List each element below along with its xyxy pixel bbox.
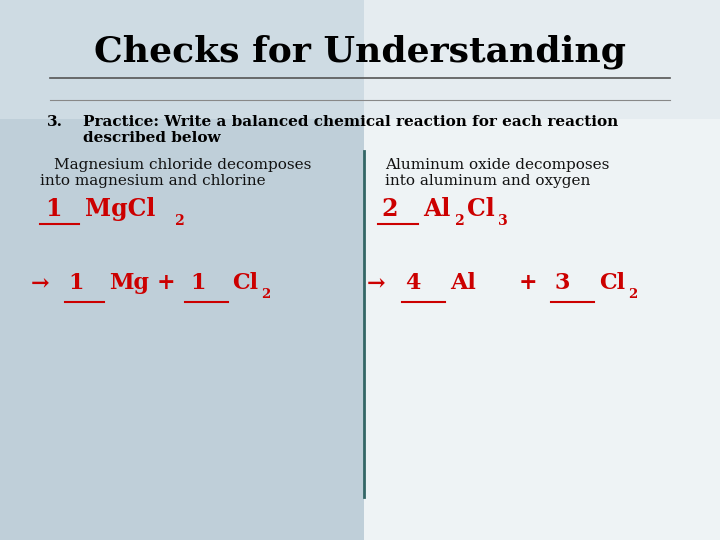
Text: 4: 4	[405, 272, 420, 294]
Text: 2: 2	[455, 214, 465, 228]
Text: Al: Al	[450, 272, 476, 294]
Bar	[0, 0, 364, 540]
Bar	[364, 0, 720, 540]
Text: 2: 2	[382, 198, 398, 221]
Text: 3.: 3.	[47, 114, 63, 129]
Text: 2: 2	[261, 288, 271, 301]
Text: +: +	[518, 272, 537, 294]
Text: +: +	[157, 272, 176, 294]
Text: Al: Al	[423, 198, 451, 221]
Text: described below: described below	[83, 131, 220, 145]
Text: into magnesium and chlorine: into magnesium and chlorine	[40, 174, 265, 188]
Text: 1: 1	[190, 272, 206, 294]
Text: 1: 1	[45, 198, 61, 221]
Text: Cl: Cl	[232, 272, 258, 294]
Text: →: →	[30, 272, 49, 294]
Text: 2: 2	[629, 288, 638, 301]
Text: Cl: Cl	[467, 198, 495, 221]
Text: →: →	[367, 272, 386, 294]
Text: 3: 3	[498, 214, 508, 228]
Text: 3: 3	[554, 272, 570, 294]
Text: Checks for Understanding: Checks for Understanding	[94, 34, 626, 69]
Text: Practice: Write a balanced chemical reaction for each reaction: Practice: Write a balanced chemical reac…	[83, 114, 618, 129]
Text: into aluminum and oxygen: into aluminum and oxygen	[385, 174, 590, 188]
Text: Aluminum oxide decomposes: Aluminum oxide decomposes	[385, 158, 610, 172]
Text: 1: 1	[68, 272, 84, 294]
Text: Mg: Mg	[109, 272, 150, 294]
Text: Magnesium chloride decomposes: Magnesium chloride decomposes	[54, 158, 311, 172]
Text: 2: 2	[175, 214, 185, 228]
Text: Cl: Cl	[599, 272, 625, 294]
Bar	[0, 0, 720, 119]
Text: MgCl: MgCl	[85, 198, 156, 221]
